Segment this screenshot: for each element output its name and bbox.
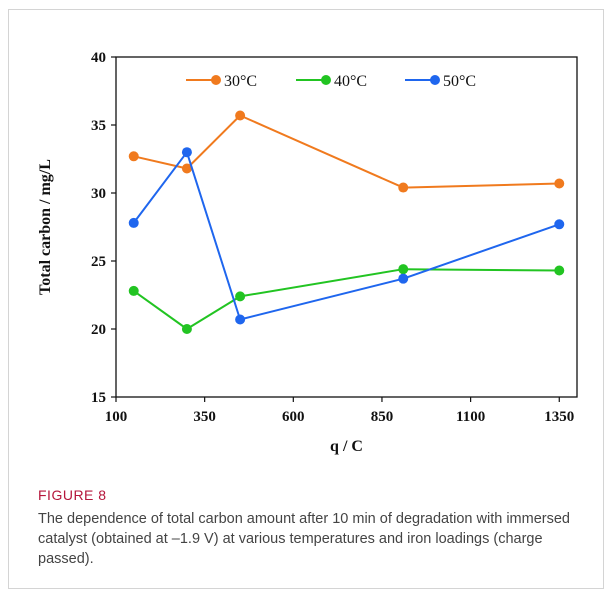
y-tick-label: 25 — [91, 254, 106, 270]
legend-item: 40°C — [296, 73, 367, 90]
data-point — [128, 151, 139, 162]
series-line — [132, 151, 560, 321]
data-point — [128, 217, 139, 228]
data-point — [398, 264, 409, 275]
legend-label: 40°C — [334, 73, 367, 90]
y-tick-label: 40 — [91, 50, 106, 66]
data-point — [554, 265, 565, 276]
data-point — [181, 147, 192, 158]
y-tick-label: 35 — [91, 118, 106, 134]
x-tick-label: 100 — [105, 409, 128, 425]
legend-swatch-marker — [211, 75, 221, 85]
data-point — [181, 324, 192, 334]
data-point — [128, 285, 139, 296]
series-layer — [128, 110, 565, 334]
x-axis-title: q / C — [330, 438, 363, 455]
figure-caption: The dependence of total carbon amount af… — [38, 511, 570, 567]
legend-item: 30°C — [186, 73, 257, 90]
x-tick-label: 1350 — [544, 409, 574, 425]
legend-label: 50°C — [443, 73, 476, 90]
series-1 — [128, 264, 565, 334]
figure-frame — [8, 9, 604, 589]
x-tick-label: 850 — [371, 409, 394, 425]
plot-area-border — [115, 56, 578, 398]
data-point — [398, 273, 409, 284]
y-tick-label: 20 — [91, 322, 106, 338]
y-axis-title: Total carbon / mg/L — [37, 159, 54, 295]
series-line — [133, 268, 560, 330]
data-point — [235, 314, 246, 325]
x-tick-label: 350 — [193, 409, 216, 425]
y-tick-label: 30 — [91, 186, 106, 202]
legend-swatch-marker — [321, 75, 331, 85]
legend-label: 30°C — [224, 73, 257, 90]
data-point — [554, 219, 565, 230]
data-point — [398, 182, 409, 193]
data-point — [235, 291, 246, 302]
series-line — [133, 114, 560, 189]
line-chart: 100 350 600 850 1100 1350 15 20 25 30 35 40 30°C 40°… — [37, 50, 578, 455]
legend: 30°C 40°C 50°C — [186, 73, 476, 90]
ticks-layer: 100 350 600 850 1100 1350 15 20 25 30 35 40 — [91, 50, 574, 425]
y-tick-label: 15 — [91, 390, 106, 406]
series-2 — [128, 147, 565, 325]
data-point — [181, 163, 192, 174]
figure-label: FIGURE 8 — [38, 487, 107, 503]
legend-item: 50°C — [405, 73, 476, 90]
data-point — [554, 178, 565, 189]
series-0 — [128, 110, 565, 193]
x-tick-label: 1100 — [456, 409, 485, 425]
x-tick-label: 600 — [282, 409, 305, 425]
legend-swatch-marker — [430, 75, 440, 85]
data-point — [235, 110, 246, 121]
